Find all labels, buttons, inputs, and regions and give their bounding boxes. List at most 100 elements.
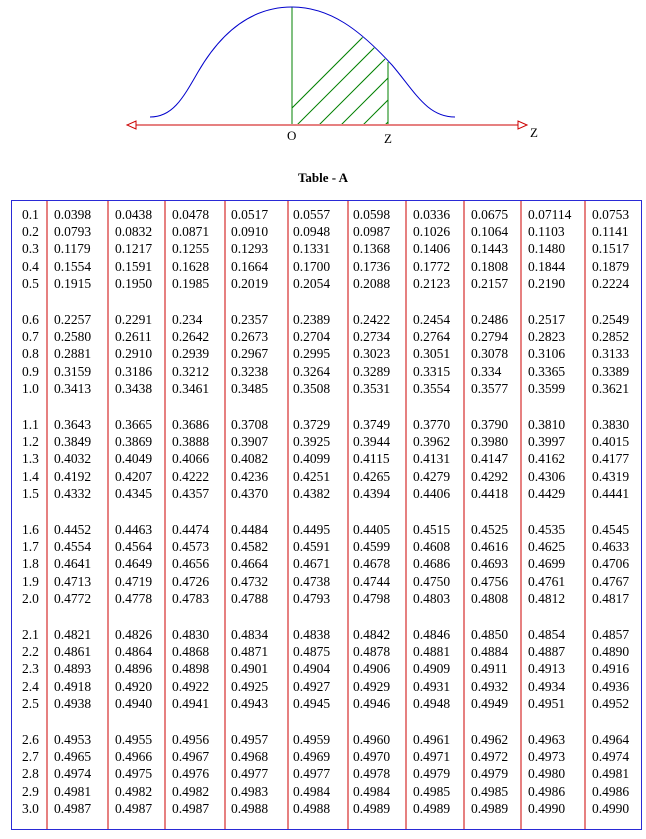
table-cell: 0.4940	[115, 695, 153, 711]
table-cell: 0.4918	[54, 678, 92, 694]
table-cell: 0.0557	[293, 207, 331, 222]
z-value-cell: 2.7	[22, 749, 39, 765]
table-cell: 0.3461	[172, 380, 210, 396]
table-cell: 0.2157	[471, 275, 509, 291]
table-cell: 0.234	[172, 312, 203, 327]
table-cell: 0.4406	[413, 485, 451, 501]
table-cell: 0.4951	[528, 695, 566, 711]
table-cell: 0.4554	[54, 539, 92, 555]
table-cell: 0.3849	[54, 434, 92, 450]
table-cell: 0.1179	[54, 241, 91, 257]
table-cell: 0.4265	[353, 468, 391, 484]
table-cell: 0.2486	[471, 312, 509, 327]
table-cell: 0.3133	[592, 346, 630, 362]
table-cell: 0.2190	[528, 275, 566, 291]
axis-right-arrow	[517, 120, 529, 130]
table-cell: 0.4049	[115, 451, 153, 467]
z-value-cell: 1.8	[22, 556, 39, 572]
z-value-cell: 0.9	[22, 363, 39, 379]
table-cell: 0.4978	[353, 766, 391, 782]
table-cell: 0.4976	[172, 766, 210, 782]
table-cell: 0.4452	[54, 522, 92, 537]
table-cell: 0.3925	[293, 434, 331, 450]
table-cell: 0.4744	[353, 573, 391, 589]
table-cell: 0.4968	[231, 749, 269, 765]
table-cell: 0.4884	[471, 644, 509, 660]
z-value-cell: 1.1	[22, 417, 39, 432]
table-cell: 0.4854	[528, 627, 566, 642]
table-cell: 0.3643	[54, 417, 92, 432]
table-cell: 0.4719	[115, 573, 153, 589]
table-cell: 0.4986	[592, 783, 630, 799]
table-cell: 0.4945	[293, 695, 331, 711]
table-cell: 0.4812	[528, 590, 566, 606]
table-row: 0.7 0.2580 0.2611 0.2642 0.2673 0.2704 0.2734 0…	[12, 328, 641, 345]
table-cell: 0.4279	[413, 468, 451, 484]
table-cell: 0.1064	[471, 224, 509, 240]
z-value-cell: 0.2	[22, 224, 39, 240]
table-cell: 0.3729	[293, 417, 331, 432]
table-cell: 0.4192	[54, 468, 92, 484]
table-cell: 0.2794	[471, 329, 509, 345]
table-cell: 0.1293	[231, 241, 269, 257]
table-cell: 0.4970	[353, 749, 391, 765]
table-cell: 0.1255	[172, 241, 210, 257]
table-cell: 0.0517	[231, 207, 269, 222]
table-cell: 0.4948	[413, 695, 451, 711]
column-dividers	[46, 201, 586, 829]
table-cell: 0.1879	[592, 258, 630, 274]
table-cell: 0.4115	[353, 451, 390, 467]
table-cell: 0.3888	[172, 434, 210, 450]
axis-label: Z	[530, 125, 538, 140]
table-cell: 0.4515	[413, 522, 451, 537]
table-cell: 0.3023	[353, 346, 391, 362]
table-cell: 0.4726	[172, 573, 210, 589]
table-cell: 0.4913	[528, 661, 566, 677]
z-value-cell: 0.6	[22, 312, 39, 327]
hatch-line	[468, 0, 598, 130]
table-row: 1.4 0.4192 0.4207 0.4222 0.4236 0.4251 0.4265 0…	[12, 468, 641, 485]
table-cell: 0.4959	[293, 732, 331, 747]
table-cell: 0.4868	[172, 644, 210, 660]
table-cell: 0.2673	[231, 329, 269, 345]
table-cell: 0.4798	[353, 590, 391, 606]
table-cell: 0.4861	[54, 644, 92, 660]
table-cell: 0.4957	[231, 732, 269, 747]
table-cell: 0.4971	[413, 749, 451, 765]
hatch-line	[379, 7, 388, 124]
table-cell: 0.4382	[293, 485, 331, 501]
table-row: 2.7 0.4965 0.4966 0.4967 0.4968 0.4969 0.4970 0…	[12, 748, 641, 765]
table-cell: 0.4898	[172, 661, 210, 677]
table-cell: 0.4901	[231, 661, 269, 677]
table-cell: 0.4906	[353, 661, 391, 677]
table-cell: 0.4987	[172, 800, 210, 816]
table-cell: 0.4671	[293, 556, 331, 572]
table-cell: 0.3413	[54, 380, 92, 396]
table-cell: 0.3749	[353, 417, 391, 432]
table-cell: 0.4963	[528, 732, 566, 747]
table-cell: 0.2019	[231, 275, 269, 291]
table-cell: 0.2967	[231, 346, 269, 362]
hatch-line	[357, 7, 388, 124]
table-row: 2.5 0.4938 0.4940 0.4941 0.4943 0.4945 0.4946 0…	[12, 695, 641, 712]
bell-curve	[149, 6, 456, 118]
table-cell: 0.3438	[115, 380, 153, 396]
table-row: 1.6 0.4452 0.4463 0.4474 0.4484 0.4495 0.4405 0…	[12, 521, 641, 538]
table-cell: 0.4931	[413, 678, 451, 694]
table-cell: 0.1736	[353, 258, 391, 274]
table-cell: 0.4989	[471, 800, 509, 816]
table-cell: 0.4772	[54, 590, 92, 606]
table-row: 0.6 0.2257 0.2291 0.234 0.2357 0.2389 0.2422 0.…	[12, 311, 641, 328]
table-cell: 0.4641	[54, 556, 92, 572]
table-cell: 0.4975	[115, 766, 153, 782]
table-cell: 0.4778	[115, 590, 153, 606]
table-cell: 0.4761	[528, 573, 566, 589]
table-cell: 0.4082	[231, 451, 269, 467]
table-cell: 0.1844	[528, 258, 566, 274]
table-cell: 0.2939	[172, 346, 210, 362]
table-cell: 0.4952	[592, 695, 630, 711]
z-value-cell: 2.6	[22, 732, 39, 747]
table-cell: 0.1103	[528, 224, 565, 240]
table-row: 0.8 0.2881 0.2910 0.2939 0.2967 0.2995 0.3023 0…	[12, 345, 641, 362]
table-cell: 0.2357	[231, 312, 269, 327]
